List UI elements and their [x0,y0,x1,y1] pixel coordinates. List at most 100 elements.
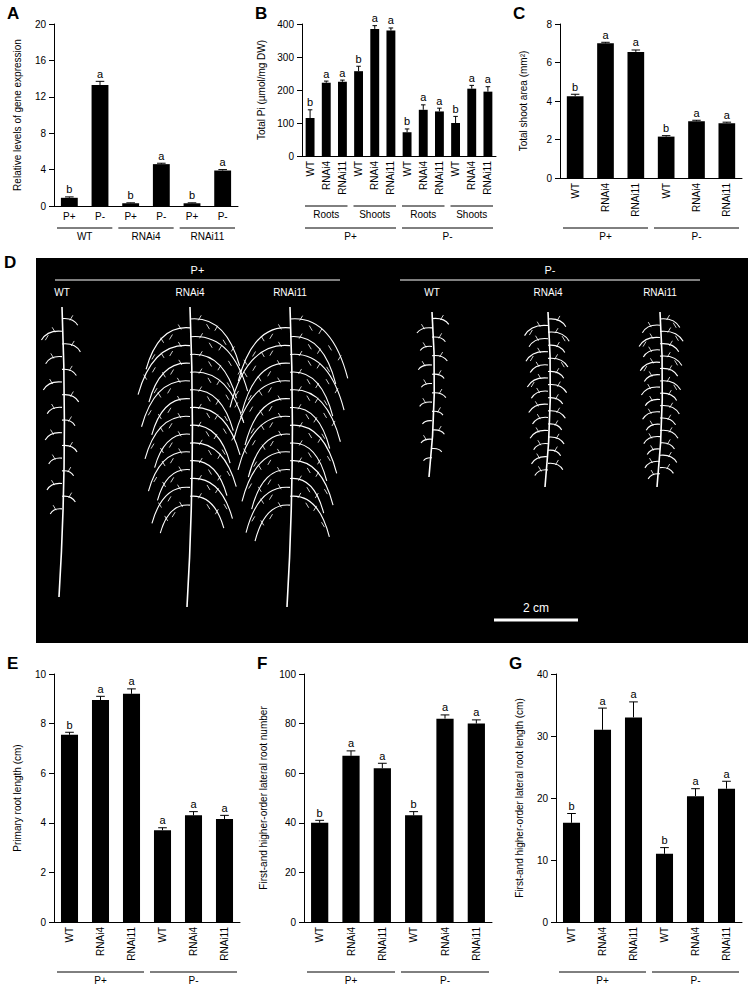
svg-text:E: E [7,654,18,673]
svg-text:Roots: Roots [313,209,339,220]
svg-text:F: F [257,654,267,673]
svg-text:2: 2 [40,867,46,878]
svg-text:4: 4 [546,96,552,107]
svg-text:P-: P- [545,264,556,276]
svg-text:Shoots: Shoots [359,209,390,220]
svg-text:RNAi11: RNAi11 [721,927,732,961]
svg-text:6: 6 [40,768,46,779]
svg-text:P+: P+ [345,975,358,986]
svg-text:400: 400 [277,19,294,30]
svg-text:a: a [159,814,166,826]
svg-text:a: a [602,29,609,41]
svg-text:WT: WT [54,287,70,298]
svg-text:RNAi4: RNAi4 [690,927,701,956]
svg-text:0: 0 [546,173,552,184]
svg-text:P+: P+ [191,264,205,276]
svg-text:0: 0 [40,201,46,212]
svg-text:P-: P- [440,975,450,986]
svg-text:B: B [255,4,267,23]
svg-text:P+: P+ [599,231,612,242]
svg-text:RNAi11: RNAi11 [628,927,639,961]
svg-text:a: a [372,12,379,24]
svg-text:RNAi4: RNAi4 [188,927,199,956]
svg-text:b: b [453,103,459,115]
svg-text:a: a [388,14,395,26]
svg-text:b: b [411,798,417,810]
svg-text:P-: P- [189,975,199,986]
svg-text:Shoots: Shoots [456,209,487,220]
svg-text:P+: P+ [596,975,609,986]
svg-text:0: 0 [290,917,296,928]
svg-text:RNAi4: RNAi4 [440,927,451,956]
svg-text:RNAi11: RNAi11 [630,183,641,217]
svg-text:RNAi4: RNAi4 [691,183,702,212]
svg-text:a: a [323,68,330,80]
svg-text:D: D [4,253,16,272]
svg-text:0: 0 [288,151,294,162]
svg-text:Total shoot area (mm²): Total shoot area (mm²) [518,51,529,152]
svg-text:WT: WT [77,231,93,242]
svg-text:P+: P+ [63,211,76,222]
svg-text:P-: P- [218,211,228,222]
svg-text:RNAi11: RNAi11 [721,183,732,217]
svg-text:a: a [469,72,476,84]
svg-text:6: 6 [546,57,552,68]
svg-text:Total Pi (µmol/mg DW): Total Pi (µmol/mg DW) [256,40,267,140]
svg-text:a: a [633,36,640,48]
svg-text:First-and higher-order lateral: First-and higher-order lateral root numb… [258,706,269,890]
svg-text:b: b [317,807,323,819]
svg-text:WT: WT [305,161,316,177]
svg-text:b: b [356,53,362,65]
svg-text:RNAi11: RNAi11 [643,287,677,298]
svg-text:4: 4 [40,164,46,175]
svg-text:P-: P- [95,211,105,222]
svg-text:RNAi4: RNAi4 [534,287,563,298]
svg-text:a: a [339,67,346,79]
svg-text:a: a [190,798,197,810]
svg-text:Relative levels of gene expres: Relative levels of gene expression [12,39,23,191]
svg-text:0: 0 [542,917,548,928]
svg-text:8: 8 [546,19,552,30]
svg-text:20: 20 [285,867,297,878]
svg-text:10: 10 [537,855,549,866]
svg-text:100: 100 [277,118,294,129]
svg-text:a: a [379,750,386,762]
svg-text:RNAi4: RNAi4 [95,927,106,956]
svg-text:WT: WT [661,183,672,199]
svg-text:RNAi4: RNAi4 [346,927,357,956]
svg-text:WT: WT [450,161,461,177]
svg-text:RNAi11: RNAi11 [219,927,230,961]
svg-text:RNAi4: RNAi4 [321,161,332,190]
svg-text:RNAi11: RNAi11 [471,927,482,961]
svg-text:b: b [128,189,134,201]
svg-text:First-and higher-order lateral: First-and higher-order lateral root leng… [514,698,525,898]
svg-text:a: a [97,683,104,695]
svg-text:WT: WT [353,161,364,177]
svg-text:RNAi11: RNAi11 [273,287,307,298]
svg-text:RNAi11: RNAi11 [337,161,348,195]
svg-text:20: 20 [35,19,47,30]
svg-text:WT: WT [64,927,75,943]
svg-text:WT: WT [659,927,670,943]
svg-text:RNAi4: RNAi4 [132,231,161,242]
svg-text:RNAi4: RNAi4 [176,287,205,298]
svg-text:40: 40 [537,669,549,680]
svg-text:b: b [568,800,574,812]
svg-text:a: a [485,73,492,85]
svg-text:WT: WT [424,287,440,298]
svg-text:A: A [7,4,19,23]
svg-text:8: 8 [40,718,46,729]
svg-text:WT: WT [566,927,577,943]
svg-text:RNAi11: RNAi11 [482,161,493,195]
svg-text:WT: WT [157,927,168,943]
svg-text:a: a [693,107,700,119]
svg-text:12: 12 [35,91,47,102]
svg-text:8: 8 [40,128,46,139]
svg-text:a: a [97,68,104,80]
svg-text:C: C [513,4,525,23]
svg-text:G: G [509,654,522,673]
svg-text:P-: P- [692,231,702,242]
svg-text:RNAi4: RNAi4 [369,161,380,190]
svg-text:a: a [348,737,355,749]
svg-text:60: 60 [285,768,297,779]
